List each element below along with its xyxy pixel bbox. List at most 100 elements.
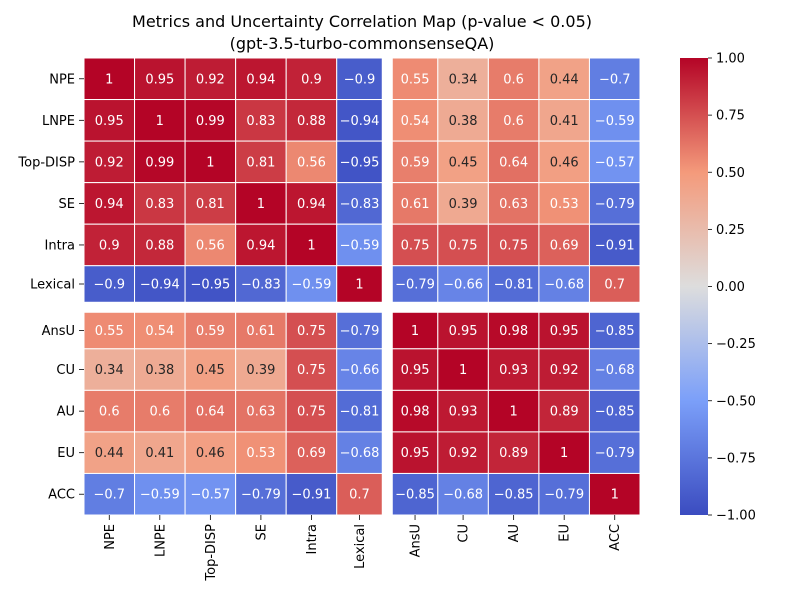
y-tick-label: ACC (48, 488, 75, 503)
cell-value-label: 0.64 (196, 405, 225, 420)
cell-value-label: −0.79 (395, 278, 435, 293)
cell-value-label: −0.79 (340, 324, 380, 339)
cell-value-label: 0.95 (401, 446, 430, 461)
cell-value-label: 0.56 (297, 155, 326, 170)
cell-value-label: −0.59 (340, 238, 380, 253)
cell-value-label: 0.98 (499, 324, 528, 339)
y-tick-label: LNPE (42, 114, 75, 129)
cell-value-label: −0.57 (190, 488, 230, 503)
cell-value-label: 0.89 (499, 446, 528, 461)
cell-value-label: 0.95 (550, 324, 579, 339)
cell-value-label: 0.64 (499, 155, 528, 170)
cell-value-label: −0.66 (443, 278, 483, 293)
cell-value-label: 0.7 (349, 488, 370, 503)
cell-value-label: −0.9 (344, 72, 376, 87)
colorbar-tick-label: −1.00 (716, 509, 756, 524)
colorbar-tick-label: 0.50 (716, 166, 745, 181)
y-tick-label: Top-DISP (17, 155, 75, 170)
x-tick-label: Intra (305, 524, 320, 554)
cell-value-label: −0.59 (140, 488, 180, 503)
colorbar-tick-label: 1.00 (716, 52, 745, 67)
y-tick-label: SE (59, 197, 75, 212)
cell-value-label: 1 (105, 72, 113, 87)
cell-value-label: −0.79 (241, 488, 281, 503)
cell-value-label: −0.7 (93, 488, 125, 503)
cell-value-label: 0.88 (145, 238, 174, 253)
cell-value-label: 0.95 (449, 324, 478, 339)
x-tick-label: AnsU (409, 524, 424, 557)
cell-value-label: 0.98 (401, 405, 430, 420)
cell-value-label: 0.44 (550, 72, 579, 87)
cell-value-label: 0.99 (196, 114, 225, 129)
x-tick-label: AU (507, 524, 522, 542)
cell-value-label: 0.92 (449, 446, 478, 461)
cell-value-label: 0.6 (99, 405, 120, 420)
cell-value-label: 0.94 (246, 72, 275, 87)
cell-value-label: −0.9 (93, 278, 125, 293)
cell-value-label: 0.45 (196, 363, 225, 378)
cell-value-label: 0.94 (95, 197, 124, 212)
cell-value-label: 0.75 (499, 238, 528, 253)
cell-value-label: −0.79 (544, 488, 584, 503)
y-tick-label: Lexical (30, 278, 75, 293)
cell-value-label: −0.59 (595, 114, 635, 129)
cell-value-label: 0.56 (196, 238, 225, 253)
x-tick-label: EU (558, 524, 573, 542)
cell-value-label: 0.92 (550, 363, 579, 378)
colorbar: 1.000.750.500.250.00−0.25−0.50−0.75−1.00 (680, 52, 756, 524)
cell-value-label: −0.68 (340, 446, 380, 461)
cell-value-label: −0.66 (340, 363, 380, 378)
cell-value-label: −0.85 (395, 488, 435, 503)
cell-value-label: 1 (509, 405, 517, 420)
cell-value-label: −0.79 (595, 197, 635, 212)
x-tick-label: ACC (608, 524, 623, 551)
cell-value-label: 1 (206, 155, 214, 170)
cell-value-label: 0.9 (301, 72, 322, 87)
cell-value-label: 0.89 (550, 405, 579, 420)
y-tick-label: CU (56, 363, 75, 378)
y-tick-label: Intra (45, 238, 75, 253)
cell-value-label: 0.7 (604, 278, 625, 293)
cell-value-label: 0.75 (297, 405, 326, 420)
cell-value-label: 0.81 (196, 197, 225, 212)
cell-value-label: 0.55 (401, 72, 430, 87)
cell-value-label: −0.83 (241, 278, 281, 293)
cell-value-label: 0.6 (503, 114, 524, 129)
cell-value-label: 0.83 (145, 197, 174, 212)
cell-value-label: 0.59 (401, 155, 430, 170)
cell-value-label: 0.81 (246, 155, 275, 170)
cell-value-label: −0.7 (599, 72, 631, 87)
colorbar-tick-label: 0.25 (716, 223, 745, 238)
cell-value-label: −0.91 (595, 238, 635, 253)
cell-value-label: 0.46 (196, 446, 225, 461)
cell-value-label: 0.41 (145, 446, 174, 461)
y-tick-label: AnsU (42, 324, 75, 339)
cell-value-label: −0.59 (292, 278, 332, 293)
colorbar-tick-label: −0.75 (716, 451, 756, 466)
cell-value-label: 1 (459, 363, 467, 378)
cell-value-label: −0.94 (140, 278, 180, 293)
cell-value-label: 0.75 (297, 363, 326, 378)
cell-value-label: 0.46 (550, 155, 579, 170)
cell-value-label: −0.95 (340, 155, 380, 170)
cell-value-label: 1 (307, 238, 315, 253)
cell-value-label: −0.68 (544, 278, 584, 293)
cell-value-label: −0.91 (292, 488, 332, 503)
cell-value-label: 0.69 (550, 238, 579, 253)
x-tick-label: CU (457, 524, 472, 543)
x-tick-label: NPE (103, 524, 118, 550)
cell-value-label: −0.79 (595, 446, 635, 461)
cell-value-label: −0.83 (340, 197, 380, 212)
cell-value-label: −0.81 (340, 405, 380, 420)
cell-value-label: 0.34 (95, 363, 124, 378)
cell-value-label: 0.53 (246, 446, 275, 461)
cell-value-label: 0.95 (401, 363, 430, 378)
cell-value-label: 0.6 (503, 72, 524, 87)
cell-value-label: −0.85 (595, 324, 635, 339)
cell-value-label: 0.44 (95, 446, 124, 461)
cell-value-label: 0.88 (297, 114, 326, 129)
x-tick-label: SE (254, 524, 269, 540)
y-tick-label: NPE (49, 72, 75, 87)
y-axis: NPE LNPE Top-DISP SE Intra Lexical AnsU CU AU EU A… (17, 72, 84, 502)
